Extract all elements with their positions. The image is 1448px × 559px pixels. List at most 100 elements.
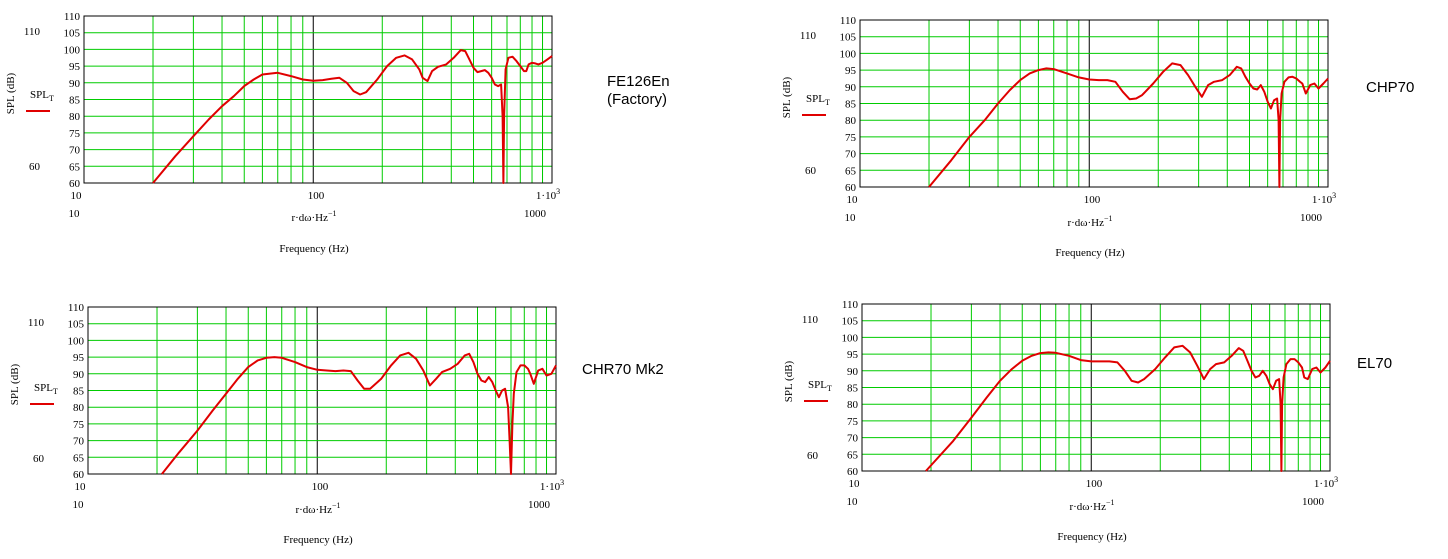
series-line bbox=[152, 49, 553, 184]
y-extra-low-label: 60 bbox=[807, 450, 819, 462]
x-tick-label: 10 bbox=[847, 194, 859, 206]
x-axis-label: r·dω·Hz−1 bbox=[1069, 498, 1114, 513]
y-tick-label: 85 bbox=[845, 99, 857, 111]
y-extra-high-label: 110 bbox=[802, 314, 819, 326]
y-tick-label: 85 bbox=[847, 383, 859, 395]
y-tick-label: 90 bbox=[73, 369, 85, 381]
x-axis-label: r·dω·Hz−1 bbox=[291, 209, 336, 224]
y-tick-label: 75 bbox=[73, 419, 85, 431]
x-axis-label: r·dω·Hz−1 bbox=[295, 501, 340, 516]
x-axis-title: Frequency (Hz) bbox=[1057, 531, 1127, 543]
x-tick-label: 1·103 bbox=[540, 478, 564, 493]
x-tick-label: 100 bbox=[1086, 478, 1103, 490]
x-extra-high-label: 1000 bbox=[1302, 496, 1325, 508]
y-tick-label: 110 bbox=[64, 11, 81, 23]
plot-frame bbox=[861, 303, 1331, 472]
chart-title: FE126En bbox=[607, 73, 670, 90]
y-tick-label: 65 bbox=[845, 165, 857, 177]
y-tick-label: 70 bbox=[845, 149, 857, 161]
y-tick-label: 105 bbox=[840, 32, 857, 44]
y-tick-label: 95 bbox=[73, 352, 85, 364]
y-tick-label: 105 bbox=[64, 28, 81, 40]
y-tick-label: 70 bbox=[73, 436, 85, 448]
y-tick-label: 110 bbox=[842, 299, 859, 311]
x-extra-high-label: 1000 bbox=[1300, 212, 1323, 224]
y-tick-label: 100 bbox=[64, 44, 81, 56]
y-tick-label: 110 bbox=[68, 302, 85, 314]
y-tick-label: 75 bbox=[847, 416, 859, 428]
y-tick-label: 90 bbox=[69, 78, 81, 90]
x-extra-low-label: 10 bbox=[69, 208, 81, 220]
y-tick-label: 95 bbox=[69, 61, 81, 73]
x-tick-label: 1·103 bbox=[536, 187, 560, 202]
y-extra-high-label: 110 bbox=[28, 317, 45, 329]
chart-title: CHP70 bbox=[1366, 79, 1414, 96]
x-tick-label: 100 bbox=[1084, 194, 1101, 206]
y-extra-low-label: 60 bbox=[805, 165, 817, 177]
y-tick-label: 60 bbox=[845, 182, 857, 194]
legend-label: SPLT bbox=[34, 382, 58, 396]
y-tick-label: 80 bbox=[845, 115, 857, 127]
y-tick-label: 95 bbox=[845, 65, 857, 77]
x-tick-label: 10 bbox=[75, 481, 87, 493]
series-line bbox=[928, 62, 1329, 188]
x-extra-low-label: 10 bbox=[845, 212, 857, 224]
y-extra-low-label: 60 bbox=[29, 161, 41, 173]
legend-label: SPLT bbox=[808, 379, 832, 393]
y-tick-label: 100 bbox=[842, 332, 859, 344]
plot-frame bbox=[859, 19, 1329, 188]
y-tick-label: 70 bbox=[847, 433, 859, 445]
y-tick-label: 110 bbox=[840, 15, 857, 27]
x-tick-label: 10 bbox=[849, 478, 861, 490]
y-tick-label: 85 bbox=[69, 95, 81, 107]
y-axis-label: SPL (dB) bbox=[9, 363, 21, 405]
y-tick-label: 100 bbox=[840, 48, 857, 60]
y-axis-label: SPL (dB) bbox=[5, 72, 17, 114]
y-tick-label: 70 bbox=[69, 145, 81, 157]
y-tick-label: 105 bbox=[68, 319, 85, 331]
y-tick-label: 65 bbox=[847, 449, 859, 461]
x-tick-label: 100 bbox=[312, 481, 329, 493]
x-axis-title: Frequency (Hz) bbox=[1055, 247, 1125, 259]
y-tick-label: 75 bbox=[845, 132, 857, 144]
x-axis-title: Frequency (Hz) bbox=[283, 534, 353, 546]
x-axis-label: r·dω·Hz−1 bbox=[1067, 214, 1112, 229]
series-line bbox=[161, 351, 557, 475]
y-tick-label: 60 bbox=[69, 178, 81, 190]
y-tick-label: 80 bbox=[73, 402, 85, 414]
y-tick-label: 60 bbox=[73, 469, 85, 481]
y-axis-label: SPL (dB) bbox=[781, 76, 793, 118]
x-tick-label: 1·103 bbox=[1312, 191, 1336, 206]
y-tick-label: 65 bbox=[73, 452, 85, 464]
y-tick-label: 90 bbox=[847, 366, 859, 378]
y-tick-label: 95 bbox=[847, 349, 859, 361]
y-tick-label: 75 bbox=[69, 128, 81, 140]
chart-title: EL70 bbox=[1357, 355, 1392, 372]
plot-frame bbox=[87, 306, 557, 475]
y-tick-label: 90 bbox=[845, 82, 857, 94]
x-extra-low-label: 10 bbox=[73, 499, 85, 511]
series-line bbox=[925, 344, 1331, 472]
y-tick-label: 80 bbox=[69, 111, 81, 123]
legend-label: SPLT bbox=[806, 93, 830, 107]
x-tick-label: 10 bbox=[71, 190, 83, 202]
y-extra-high-label: 110 bbox=[24, 26, 41, 38]
chart-title: CHR70 Mk2 bbox=[582, 361, 664, 378]
y-tick-label: 65 bbox=[69, 161, 81, 173]
y-tick-label: 60 bbox=[847, 466, 859, 478]
y-tick-label: 105 bbox=[842, 316, 859, 328]
x-tick-label: 1·103 bbox=[1314, 475, 1338, 490]
x-tick-label: 100 bbox=[308, 190, 325, 202]
legend-label: SPLT bbox=[30, 89, 54, 103]
y-tick-label: 85 bbox=[73, 386, 85, 398]
chart-title: (Factory) bbox=[607, 91, 667, 108]
y-tick-label: 80 bbox=[847, 399, 859, 411]
plot-frame bbox=[83, 15, 553, 184]
x-extra-low-label: 10 bbox=[847, 496, 859, 508]
x-axis-title: Frequency (Hz) bbox=[279, 243, 349, 255]
